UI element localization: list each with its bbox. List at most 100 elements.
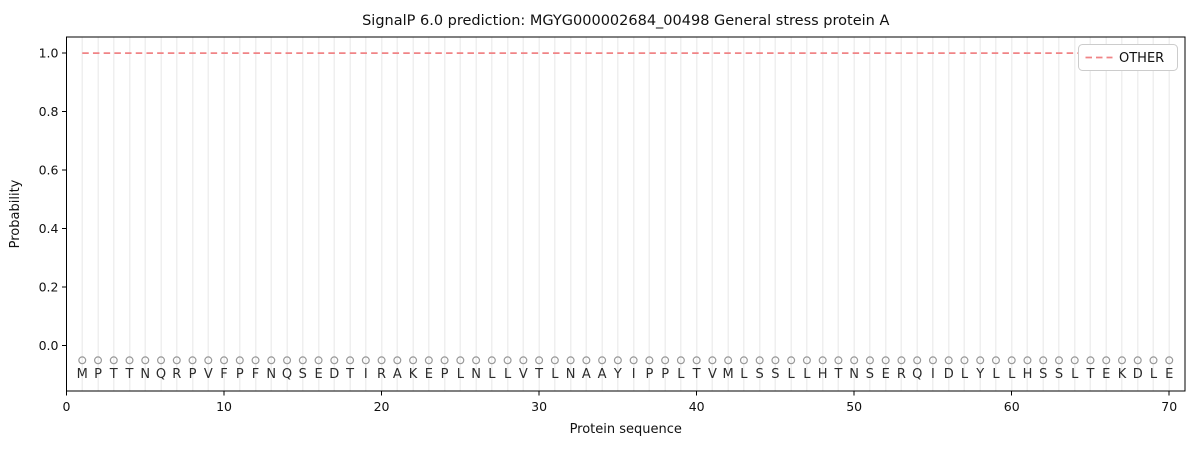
residue-marker <box>550 356 559 365</box>
residue-letter: L <box>457 367 465 382</box>
residue-letter: P <box>661 367 669 382</box>
plot-frame-layer <box>66 36 1186 392</box>
residue-letter: S <box>771 367 779 382</box>
residue-marker <box>519 356 528 365</box>
residue-letter: E <box>1165 367 1173 382</box>
residue-letter: E <box>1102 367 1110 382</box>
residue-letter: K <box>1118 367 1127 382</box>
residue-marker <box>1086 356 1095 365</box>
residue-letter: Q <box>282 367 292 382</box>
residue-marker <box>598 356 607 365</box>
residue-marker <box>802 356 811 365</box>
y-tick-label: 0.4 <box>39 221 59 236</box>
x-tick-label: 0 <box>63 399 71 414</box>
residue-letter: N <box>140 367 150 382</box>
residue-letter: L <box>677 367 685 382</box>
residue-marker <box>661 356 670 365</box>
residue-letter: R <box>377 367 386 382</box>
residue-letter: S <box>756 367 764 382</box>
residue-letter: D <box>329 367 339 382</box>
residue-marker <box>314 356 323 365</box>
residue-marker <box>141 356 150 365</box>
x-tick-label: 60 <box>1004 399 1020 414</box>
residue-letter: I <box>364 367 368 382</box>
residue-marker <box>739 356 748 365</box>
residue-marker <box>472 356 481 365</box>
residue-letter: L <box>551 367 559 382</box>
x-tick-label: 50 <box>846 399 862 414</box>
residue-marker <box>377 356 386 365</box>
residue-marker <box>787 356 796 365</box>
residue-letter: V <box>204 367 213 382</box>
residue-letter: R <box>172 367 181 382</box>
residue-letter: T <box>109 367 118 382</box>
residue-marker <box>330 356 339 365</box>
residue-marker <box>78 356 87 365</box>
residue-letter: P <box>94 367 102 382</box>
residue-marker <box>708 356 717 365</box>
residue-letter: S <box>866 367 874 382</box>
residue-marker <box>1133 356 1142 365</box>
residue-letter: N <box>849 367 859 382</box>
x-tick-label: 10 <box>216 399 232 414</box>
x-tick-label: 70 <box>1161 399 1177 414</box>
plot-frame <box>66 36 1186 392</box>
y-axis-label: Probability <box>8 179 23 248</box>
residue-marker <box>109 356 118 365</box>
residue-letter: D <box>1133 367 1143 382</box>
residue-marker <box>1007 356 1016 365</box>
residue-marker <box>298 356 307 365</box>
residue-marker <box>629 356 638 365</box>
residue-letter: I <box>632 367 636 382</box>
residue-marker <box>535 356 544 365</box>
y-tick-label: 1.0 <box>39 45 59 60</box>
residue-letter: T <box>1086 367 1095 382</box>
residue-letter: L <box>504 367 512 382</box>
residue-letter: F <box>252 367 259 382</box>
residue-letter: D <box>944 367 954 382</box>
residue-letter: T <box>125 367 134 382</box>
residue-marker <box>928 356 937 365</box>
residue-letter: Y <box>975 367 984 382</box>
y-tick-label: 0.2 <box>39 279 59 294</box>
x-tick-label: 30 <box>531 399 547 414</box>
residue-letter: L <box>992 367 1000 382</box>
residue-marker <box>251 356 260 365</box>
y-tick-label: 0.0 <box>39 338 59 353</box>
residue-letter: A <box>393 367 402 382</box>
residue-marker <box>1149 356 1158 365</box>
residue-marker <box>834 356 843 365</box>
x-tick-label: 20 <box>374 399 390 414</box>
residue-marker <box>424 356 433 365</box>
tick-layer: 0 10 20 30 40 50 60 70 0.0 0.2 0.4 0.6 0.8 1.0 <box>39 45 1178 414</box>
y-tick-label: 0.6 <box>39 162 59 177</box>
residue-letter: M <box>77 367 88 382</box>
residue-letter: Y <box>613 367 622 382</box>
residue-marker <box>188 356 197 365</box>
residue-marker <box>1070 356 1079 365</box>
residue-marker <box>692 356 701 365</box>
residue-marker <box>582 356 591 365</box>
residue-letter: L <box>1008 367 1016 382</box>
residue-marker <box>487 356 496 365</box>
residue-marker <box>204 356 213 365</box>
residue-marker <box>361 356 370 365</box>
residue-letter: L <box>961 367 969 382</box>
residue-letter: N <box>566 367 576 382</box>
residue-marker <box>881 356 890 365</box>
residue-letter: T <box>534 367 543 382</box>
residue-marker <box>676 356 685 365</box>
residue-letter: L <box>1150 367 1158 382</box>
residue-marker <box>645 356 654 365</box>
residue-marker <box>897 356 906 365</box>
residue-letter: S <box>299 367 307 382</box>
residue-marker <box>235 356 244 365</box>
residue-marker <box>865 356 874 365</box>
residue-letter: S <box>1055 367 1063 382</box>
residue-marker <box>850 356 859 365</box>
residue-marker <box>393 356 402 365</box>
residue-marker <box>566 356 575 365</box>
residue-letter: A <box>582 367 591 382</box>
